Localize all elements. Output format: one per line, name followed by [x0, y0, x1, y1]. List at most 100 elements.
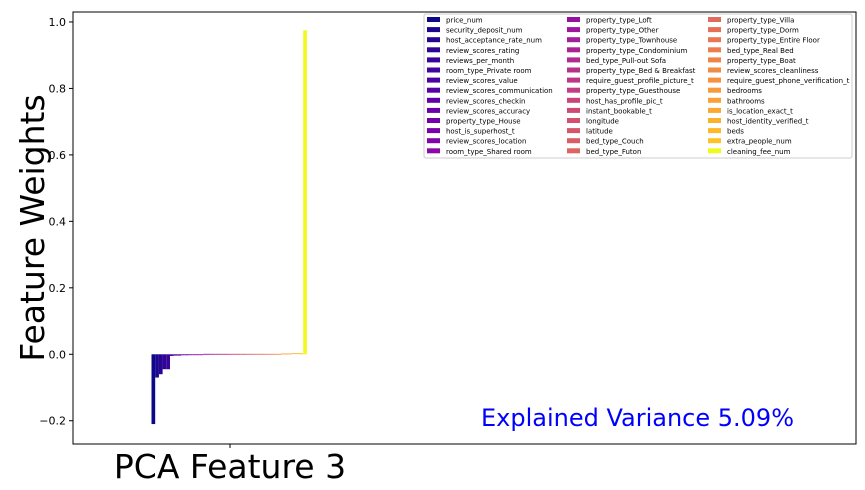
legend-swatch — [427, 128, 440, 134]
bar — [188, 354, 193, 356]
bar — [177, 354, 182, 356]
legend: price_num security_deposit_num host_accept… — [423, 13, 853, 159]
legend-label: review_scores_checkin — [446, 97, 525, 105]
legend-swatch — [427, 138, 440, 144]
legend-swatch — [567, 77, 580, 83]
legend-swatch — [567, 107, 580, 113]
bar — [210, 353, 215, 355]
y-tick-label: 0.6 — [49, 149, 67, 162]
legend-swatch — [708, 138, 721, 144]
bar — [218, 353, 222, 355]
legend-label: host_is_superhost_t — [446, 128, 515, 136]
legend-label: property_type_Other — [586, 27, 659, 35]
bar — [247, 353, 252, 355]
y-axis-label: Feature Weights — [13, 94, 52, 361]
legend-label: bed_type_Pull-out Sofa — [586, 57, 666, 65]
y-tick-label: −0.2 — [39, 415, 66, 428]
bar — [277, 353, 281, 355]
legend-label: property_type_Condominium — [586, 47, 688, 55]
bars-group — [151, 30, 307, 425]
legend-swatch — [708, 77, 721, 83]
legend-label: bed_type_Futon — [586, 148, 641, 156]
legend-swatch — [567, 97, 580, 103]
legend-swatch — [708, 107, 721, 113]
legend-swatch — [427, 27, 440, 33]
legend-swatch — [708, 118, 721, 123]
bar — [273, 353, 278, 355]
legend-label: property_type_Villa — [727, 17, 794, 25]
legend-swatch — [427, 67, 440, 73]
legend-swatch — [567, 27, 580, 33]
bar — [232, 353, 237, 355]
y-axis: −0.2 0.0 0.2 0.4 0.6 0.8 1.0 — [39, 16, 73, 428]
legend-label: host_has_profile_pic_t — [586, 97, 663, 105]
legend-swatch — [567, 87, 580, 93]
legend-label: review_scores_location — [446, 138, 526, 146]
legend-swatch — [567, 118, 580, 123]
legend-label: host_acceptance_rate_num — [446, 37, 542, 45]
bar — [269, 353, 274, 355]
x-axis: PCA Feature 3 — [114, 444, 346, 486]
bar — [158, 354, 163, 375]
legend-label: bedrooms — [727, 87, 762, 95]
legend-frame — [423, 13, 853, 159]
legend-label: property_type_Townhouse — [586, 37, 677, 45]
bar — [292, 353, 296, 355]
y-tick-label: 0.8 — [49, 82, 67, 95]
legend-label: instant_bookable_t — [586, 107, 652, 115]
legend-label: room_type_Private room — [446, 67, 532, 75]
legend-swatch — [567, 57, 580, 63]
legend-label: review_scores_accuracy — [446, 107, 530, 115]
legend-label: is_location_exact_t — [727, 107, 793, 115]
legend-label: property_type_Loft — [586, 17, 652, 25]
bar — [181, 354, 185, 356]
legend-swatch — [567, 128, 580, 134]
legend-swatch — [427, 47, 440, 53]
legend-label: review_scores_cleanliness — [727, 67, 819, 75]
legend-label: property_type_Entire Floor — [727, 37, 820, 45]
bar — [162, 354, 167, 370]
bar — [258, 353, 263, 355]
bar — [195, 354, 200, 356]
legend-swatch — [427, 17, 440, 22]
legend-swatch — [427, 87, 440, 93]
bar — [240, 353, 244, 355]
bar — [170, 354, 174, 356]
bar — [151, 354, 156, 425]
legend-swatch — [567, 37, 580, 43]
legend-swatch — [427, 107, 440, 113]
bar — [207, 353, 211, 355]
bar — [284, 353, 289, 355]
y-tick-label: 0.0 — [49, 348, 67, 361]
legend-swatch — [708, 17, 721, 22]
legend-label: longitude — [586, 118, 619, 126]
bar — [229, 353, 233, 355]
legend-label: beds — [727, 128, 744, 136]
legend-label: property_type_Boat — [727, 57, 796, 65]
legend-label: bed_type_Couch — [586, 138, 644, 146]
legend-swatch — [567, 138, 580, 144]
bar — [236, 353, 241, 355]
bar — [262, 353, 267, 355]
legend-swatch — [708, 128, 721, 134]
bar — [203, 353, 207, 355]
legend-label: property_type_Guesthouse — [586, 87, 680, 95]
legend-swatch — [427, 148, 440, 154]
bar — [221, 353, 226, 355]
legend-swatch — [708, 27, 721, 33]
bar — [199, 354, 204, 356]
y-tick-label: 0.2 — [49, 282, 67, 295]
legend-swatch — [708, 67, 721, 73]
y-tick-label: 1.0 — [49, 16, 67, 29]
legend-swatch — [708, 57, 721, 63]
legend-label: extra_people_num — [727, 138, 792, 146]
legend-swatch — [427, 37, 440, 43]
legend-swatch — [427, 77, 440, 83]
bar — [251, 353, 256, 355]
legend-label: review_scores_rating — [446, 47, 519, 55]
bar — [166, 354, 170, 370]
legend-swatch — [708, 47, 721, 53]
bar — [266, 353, 270, 355]
bar — [281, 353, 285, 355]
